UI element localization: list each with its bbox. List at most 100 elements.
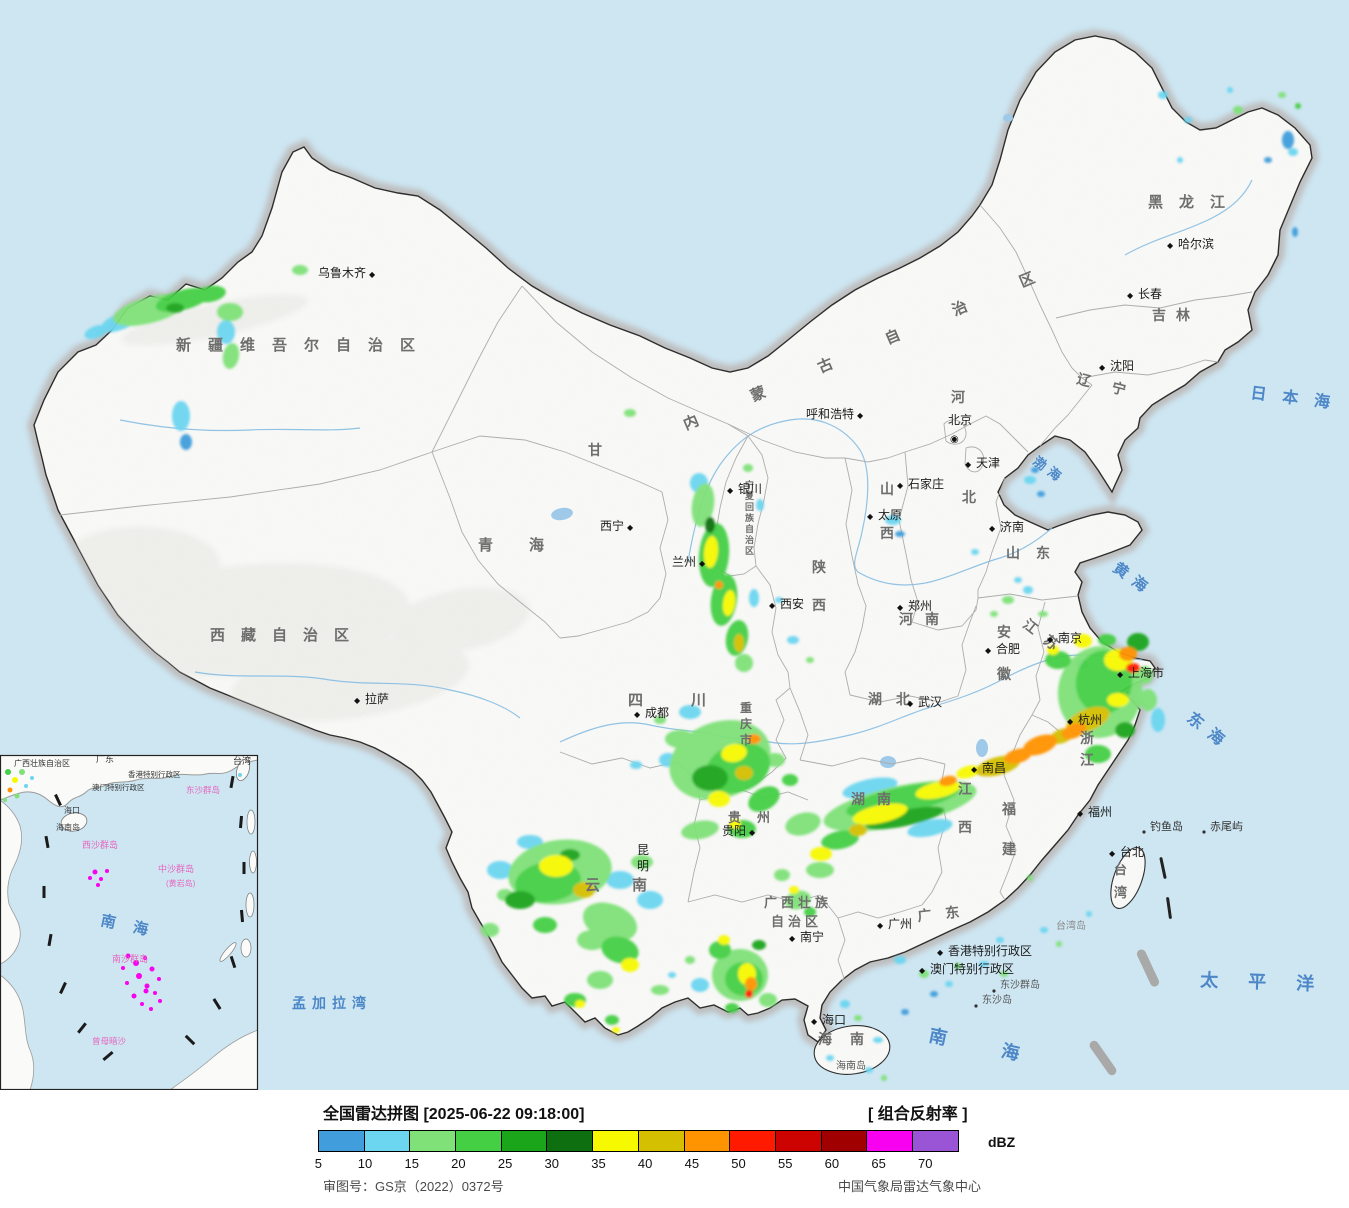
- city-marker-icon: ◆: [1077, 809, 1084, 818]
- city-label: 西安: [780, 596, 804, 611]
- radar-echo: [954, 963, 962, 969]
- radar-echo: [1037, 491, 1045, 497]
- legend-swatch: [455, 1130, 502, 1152]
- radar-echo: [721, 743, 747, 763]
- city-marker-icon: ◆: [985, 646, 992, 655]
- island-label: ◉: [950, 434, 959, 445]
- radar-echo: [1115, 722, 1135, 738]
- radar-echo: [573, 882, 595, 898]
- city-marker-icon: ◆: [919, 966, 926, 975]
- radar-echo: [971, 549, 979, 555]
- city-marker-icon: ◆: [897, 603, 904, 612]
- radar-echo: [885, 515, 901, 525]
- radar-echo: [735, 654, 753, 672]
- radar-echo: [789, 886, 799, 894]
- city-marker-icon: ◆: [811, 1017, 818, 1026]
- inset-nine-dash-line: [42, 775, 246, 1062]
- radar-echo: [575, 1000, 585, 1008]
- radar-echo: [1086, 911, 1092, 917]
- province-label: 宁夏回族自治区: [744, 479, 755, 556]
- radar-echo: [587, 971, 613, 989]
- island-dot: [1202, 830, 1206, 834]
- nine-dash-segment: [44, 835, 50, 849]
- radar-echo: [873, 1037, 883, 1043]
- radar-echo: [1023, 586, 1033, 594]
- radar-echo: [637, 891, 663, 909]
- radar-echo: [840, 1000, 850, 1008]
- radar-echo: [826, 1055, 834, 1061]
- province-label: 自治区: [771, 914, 822, 929]
- radar-echo: [1040, 927, 1048, 933]
- city-label: 南昌: [982, 760, 1006, 775]
- city-label: 台北: [1120, 844, 1144, 859]
- nine-dash-segment: [47, 933, 53, 947]
- province-label: 重庆市: [739, 700, 752, 747]
- radar-echo: [930, 991, 938, 997]
- radar-echo: [1107, 693, 1129, 707]
- legend-scale-value: 65: [871, 1156, 886, 1171]
- radar-echo: [1056, 941, 1062, 947]
- city-label: 澳门特别行政区: [930, 961, 1014, 976]
- inset-place-label: 海口: [64, 805, 80, 815]
- inset-radar-speck: [24, 784, 28, 788]
- legend-swatch: [911, 1130, 959, 1152]
- island-label: 钓鱼岛: [1150, 819, 1183, 833]
- radar-echo: [1264, 157, 1272, 163]
- radar-echo: [1085, 745, 1111, 763]
- city-label: 石家庄: [908, 476, 944, 491]
- city-marker-icon: ◆: [1099, 363, 1106, 372]
- province-label: 河: [951, 389, 965, 405]
- inset-radar-speck: [131, 993, 137, 999]
- legend-scale-value: 15: [404, 1156, 419, 1171]
- inset-island-label: 西沙群岛: [82, 839, 118, 850]
- city-label: 乌鲁木齐: [318, 265, 366, 280]
- city-label: 银川: [738, 482, 762, 496]
- inset-radar-speck: [3, 798, 7, 802]
- inset-island-label: 东沙群岛: [186, 785, 220, 795]
- city-marker-icon: ◆: [769, 601, 776, 610]
- radar-echo: [481, 923, 499, 937]
- province-label: 浙江: [1080, 730, 1094, 768]
- city-label: 哈尔滨: [1178, 236, 1214, 251]
- legend-swatch: [683, 1130, 731, 1152]
- legend-product-label: [ 组合反射率 ]: [868, 1106, 968, 1123]
- inset-radar-speck: [12, 777, 18, 783]
- city-label: 福州: [1088, 804, 1112, 819]
- radar-echo: [1045, 651, 1071, 669]
- radar-echo: [1061, 722, 1087, 740]
- nine-dash-segment: [229, 775, 235, 789]
- radar-echo: [865, 1067, 873, 1073]
- inset-radar-speck: [125, 981, 129, 985]
- nine-dash-segment: [77, 1022, 87, 1034]
- radar-echo: [1002, 596, 1014, 604]
- city-marker-icon: ◆: [727, 486, 734, 495]
- legend-swatch: [820, 1130, 868, 1152]
- city-label: 南宁: [800, 929, 824, 944]
- city-label: 济南: [1000, 519, 1024, 534]
- radar-echo: [487, 861, 513, 879]
- inset-place-label: 台湾: [233, 755, 251, 766]
- city-label: 拉萨: [365, 691, 389, 706]
- radar-echo: [804, 907, 816, 917]
- legend-swatch: [774, 1130, 822, 1152]
- inset-land: [0, 755, 258, 1090]
- radar-echo: [745, 990, 753, 998]
- radar-echo: [996, 937, 1004, 943]
- province-label: 西藏自治区: [210, 626, 365, 644]
- city-marker-icon: ◆: [989, 524, 996, 533]
- city-label: 兰州: [672, 555, 696, 569]
- city-marker-icon: ◆: [1127, 291, 1134, 300]
- radar-echo: [1127, 633, 1149, 651]
- boundary-dashes: [1089, 857, 1172, 1076]
- inset-radar-speck: [133, 960, 139, 966]
- legend-swatch: [500, 1130, 548, 1152]
- radar-echo: [854, 1015, 862, 1021]
- radar-echo: [715, 581, 723, 589]
- radar-echo: [722, 590, 736, 616]
- nine-dash-segment: [59, 981, 67, 995]
- legend-swatch: [637, 1130, 685, 1152]
- radar-echo: [533, 917, 557, 933]
- radar-echo: [759, 993, 777, 1007]
